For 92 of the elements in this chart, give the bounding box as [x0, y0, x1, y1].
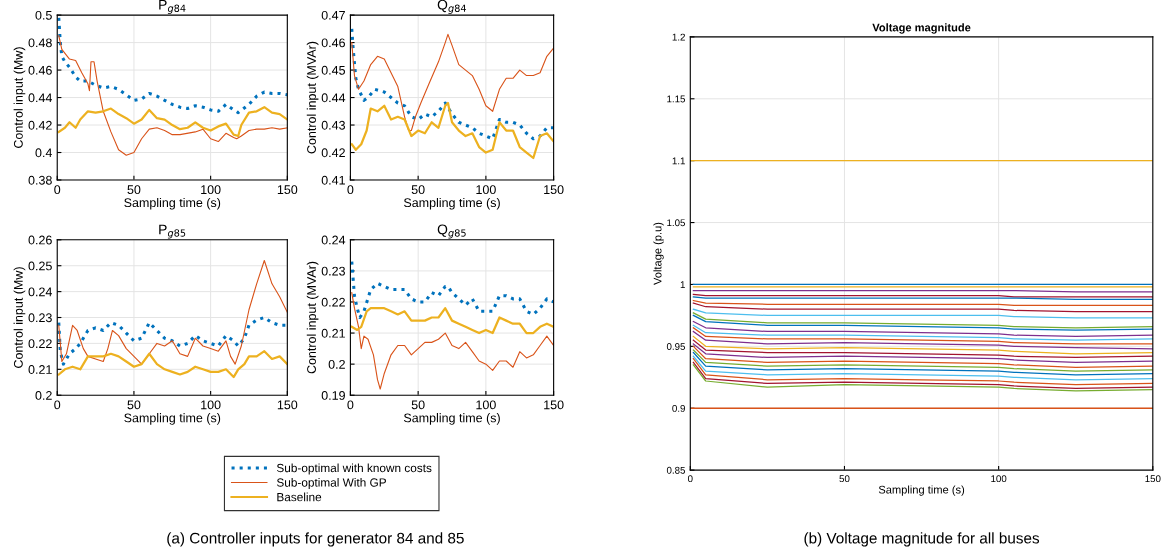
y-tick-label: 0.5 — [35, 10, 52, 20]
x-tick-label: 100 — [201, 400, 221, 410]
line-series — [58, 35, 288, 156]
y-tick-label: 0.21 — [28, 365, 52, 374]
y-axis-title: Control input (MVAr) — [306, 261, 319, 374]
x-tick-label: 100 — [476, 400, 496, 410]
chart-title: P$_{g85}$ — [159, 224, 186, 239]
line-series — [692, 327, 1153, 345]
x-tick-label: 150 — [277, 185, 298, 195]
line-series — [692, 330, 1153, 350]
x-axis-title: Sampling time (s) — [403, 197, 500, 210]
x-tick-label: 50 — [127, 400, 141, 410]
x-tick-label: 150 — [544, 185, 564, 195]
y-tick-label: 0.42 — [28, 120, 52, 130]
y-tick-label: 0.45 — [321, 65, 346, 75]
y-tick-label: 0.41 — [321, 175, 345, 185]
x-axis-title: Sampling time (s) — [124, 197, 221, 210]
y-axis-title: Control input (Mw) — [13, 267, 26, 368]
y-axis-title: Control input (Mw) — [13, 47, 26, 148]
y-tick-label: 0.24 — [28, 287, 53, 297]
y-axis-title: Voltage (p.u) — [653, 222, 664, 285]
x-tick-label: 0 — [687, 475, 693, 483]
line-series — [57, 315, 288, 366]
line-series — [692, 302, 1153, 313]
line-series — [351, 292, 554, 390]
y-tick-label: 0.48 — [28, 38, 52, 48]
y-tick-label: 0.44 — [321, 93, 346, 103]
x-tick-label: 150 — [544, 400, 564, 410]
y-tick-label: 0.23 — [28, 313, 52, 323]
x-tick-label: 100 — [476, 185, 496, 195]
x-tick-label: 150 — [277, 400, 298, 410]
line-series — [57, 350, 288, 379]
line-series — [692, 355, 1153, 381]
y-tick-label: 0.95 — [666, 343, 686, 350]
x-axis-title: Sampling time (s) — [403, 413, 500, 425]
chart-title: P$_{g84}$ — [159, 0, 186, 14]
y-tick-label: 0.38 — [28, 175, 52, 185]
y-tick-label: 0.26 — [28, 235, 52, 245]
x-tick-label: 0 — [54, 400, 61, 410]
y-tick-label: 0.2 — [328, 359, 345, 369]
x-axis-title: Sampling time (s) — [124, 413, 221, 425]
chart-title: Q$_{g85}$ — [437, 224, 466, 239]
x-tick-label: 0 — [54, 185, 61, 195]
chart-title: Voltage magnitude — [872, 23, 971, 34]
y-tick-label: 0.25 — [28, 261, 52, 271]
y-axis-title: Control input (MVAr) — [306, 41, 319, 154]
chart-title: Q$_{g84}$ — [437, 0, 467, 14]
y-tick-label: 0.42 — [321, 148, 345, 158]
y-tick-label: 1.15 — [667, 95, 686, 103]
y-tick-label: 0.22 — [28, 339, 52, 349]
text: (b) Voltage magnitude for all buses — [804, 532, 1040, 547]
y-tick-label: 0.19 — [321, 391, 345, 400]
y-tick-label: 0.43 — [321, 120, 345, 130]
y-tick-label: 1.05 — [667, 219, 686, 227]
y-tick-label: 0.22 — [321, 297, 345, 307]
line-series — [57, 106, 288, 138]
line-series — [692, 308, 1153, 319]
y-tick-label: 0.4 — [35, 148, 53, 158]
line-series — [692, 343, 1153, 364]
y-tick-label: 1.2 — [672, 33, 685, 41]
y-tick-label: 0.47 — [321, 10, 345, 20]
line-series — [58, 259, 288, 365]
legend-label: Sub-optimal with known costs — [276, 463, 432, 475]
legend-label: Baseline — [277, 492, 322, 502]
x-tick-label: 0 — [347, 185, 354, 195]
y-tick-label: 0.9 — [672, 404, 685, 412]
y-tick-label: 0.2 — [35, 391, 52, 400]
text: (a) Controller inputs for generator 84 and 85 — [167, 532, 464, 547]
x-axis-title: Sampling time (s) — [878, 485, 965, 496]
line-series — [350, 307, 554, 335]
line-series — [692, 324, 1153, 341]
y-tick-label: 0.46 — [28, 65, 52, 75]
y-tick-label: 0.21 — [321, 328, 345, 338]
x-tick-label: 0 — [347, 400, 354, 410]
x-tick-label: 50 — [411, 400, 425, 410]
y-tick-label: 0.46 — [321, 38, 345, 48]
line-series — [350, 260, 554, 320]
y-tick-label: 0.24 — [321, 235, 346, 245]
x-tick-label: 100 — [991, 475, 1007, 483]
x-tick-label: 50 — [127, 185, 141, 195]
legend-label: Sub-optimal With GP — [276, 478, 386, 490]
x-tick-label: 50 — [411, 185, 425, 195]
y-tick-label: 1.1 — [672, 157, 685, 165]
y-tick-label: 0.44 — [28, 93, 53, 103]
x-tick-label: 150 — [1145, 475, 1161, 483]
y-tick-label: 1 — [680, 281, 685, 288]
line-series — [350, 101, 554, 160]
line-series — [692, 320, 1153, 338]
y-tick-label: 0.23 — [321, 266, 345, 276]
x-tick-label: 50 — [839, 475, 850, 483]
x-tick-label: 100 — [201, 185, 221, 195]
y-tick-label: 0.85 — [666, 466, 686, 474]
